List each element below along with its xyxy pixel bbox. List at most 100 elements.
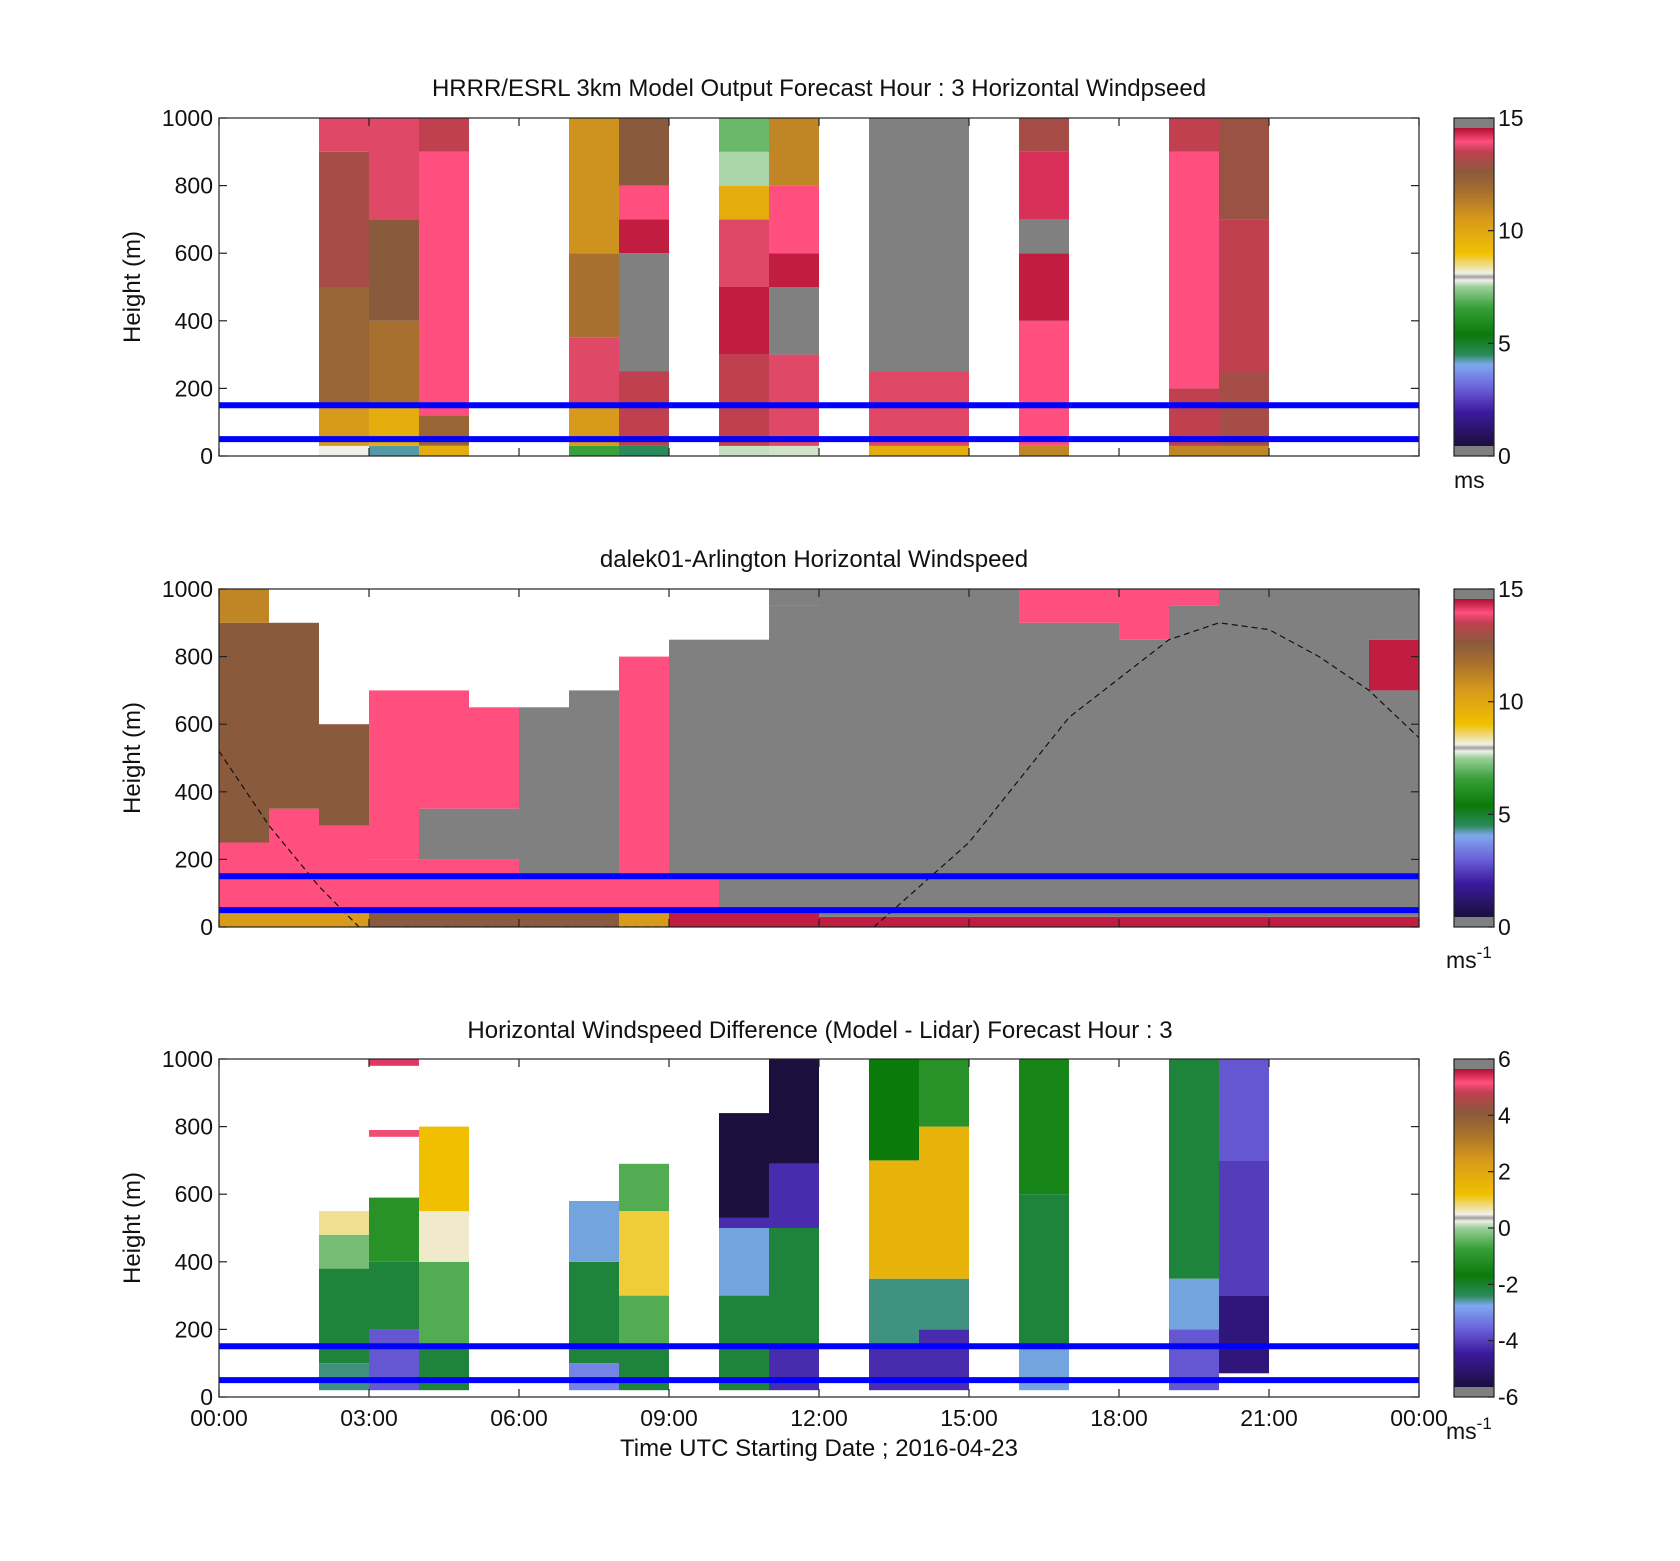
heatmap-cell <box>819 589 869 917</box>
heatmap-cell <box>419 808 469 860</box>
colorbar-tick-label: 4 <box>1498 1102 1511 1128</box>
heatmap-cell <box>569 910 619 927</box>
heatmap-cell <box>769 354 819 446</box>
heatmap-cell <box>619 371 669 446</box>
heatmap-cell <box>1369 916 1419 927</box>
heatmap-cell <box>219 622 269 843</box>
heatmap-cell <box>1219 1295 1269 1374</box>
heatmap-cell <box>319 825 369 911</box>
x-tick-label: 15:00 <box>940 1405 998 1431</box>
y-tick-label: 0 <box>200 914 213 940</box>
colorbar-tick-label: 5 <box>1498 801 1511 827</box>
heatmap-cell <box>1019 118 1069 152</box>
y-tick-label: 1000 <box>162 1046 213 1072</box>
colorbar-unit: ms <box>1454 467 1485 493</box>
y-axis-label: Height (m) <box>119 231 146 343</box>
heatmap-cell <box>469 910 519 927</box>
heatmap-cell <box>869 445 969 456</box>
heatmap-cell <box>1369 639 1419 691</box>
heatmap-cell <box>719 1217 769 1228</box>
heatmap-cell <box>269 622 319 809</box>
heatmap-cell <box>1169 605 1219 917</box>
difference-panel: Horizontal Windspeed Difference (Model -… <box>119 1017 1519 1462</box>
colorbar-tick-label: 10 <box>1498 218 1524 244</box>
colorbar <box>1453 1058 1495 1398</box>
colorbar-tick-label: 2 <box>1498 1159 1511 1185</box>
heatmap-cell <box>1369 589 1419 640</box>
heatmap-cell <box>469 859 519 911</box>
model-windspeed-panel: HRRR/ESRL 3km Model Output Forecast Hour… <box>119 75 1524 493</box>
x-tick-label: 09:00 <box>640 1405 698 1431</box>
heatmap-cell <box>919 1126 969 1279</box>
y-tick-label: 600 <box>175 711 213 737</box>
heatmap-cell <box>419 445 469 456</box>
heatmap-cell <box>1119 916 1169 927</box>
heatmap-cell <box>419 151 469 416</box>
colorbar-tick-label: 0 <box>1498 914 1511 940</box>
heatmap-cell <box>769 287 819 355</box>
heatmap-cell <box>919 1278 969 1330</box>
heatmap-cell <box>569 445 619 456</box>
colorbar <box>1453 588 1495 928</box>
heatmap-cell <box>769 910 819 927</box>
y-tick-label: 600 <box>175 240 213 266</box>
colorbar-tick-label: 0 <box>1498 443 1511 469</box>
heatmap-cell <box>369 445 419 456</box>
heatmap-cell <box>619 1211 669 1296</box>
heatmap-cell <box>369 118 419 220</box>
colorbar-tick-label: 0 <box>1498 1215 1511 1241</box>
heatmap-cell <box>719 639 769 911</box>
colorbar-unit: ms-1 <box>1446 1414 1492 1444</box>
heatmap-cell <box>1019 320 1069 446</box>
heatmap-cell <box>619 1163 669 1212</box>
panel-title: Horizontal Windspeed Difference (Model -… <box>467 1017 1172 1044</box>
heatmap-cell <box>619 876 669 911</box>
heatmap-cell <box>1169 1278 1219 1330</box>
heatmap-cell <box>319 287 369 406</box>
heatmap-cell <box>919 1059 969 1127</box>
x-tick-label: 21:00 <box>1240 1405 1298 1431</box>
heatmap-cell <box>269 808 319 911</box>
y-tick-label: 800 <box>175 1114 213 1140</box>
x-tick-labels: 00:00 03:00 06:00 09:00 12:00 15:00 18:00 21:00… <box>190 1405 1448 1431</box>
x-tick-label: 18:00 <box>1090 1405 1148 1431</box>
heatmap-cell <box>419 859 469 911</box>
heatmap-cell <box>319 1234 369 1269</box>
y-tick-label: 400 <box>175 1249 213 1275</box>
heatmap-cell <box>319 910 369 927</box>
heatmap-cell <box>1169 916 1219 927</box>
heatmap-cell <box>769 118 819 186</box>
heatmap-cell <box>619 219 669 254</box>
y-tick-label: 400 <box>175 308 213 334</box>
heatmap-cell <box>619 118 669 186</box>
heatmap-cell <box>219 910 269 927</box>
heatmap-cell <box>1169 589 1219 606</box>
heatmap-cell <box>719 219 769 287</box>
heatmap-cell <box>969 589 1019 917</box>
y-tick-label: 0 <box>200 1384 213 1410</box>
heatmap-cell <box>419 1211 469 1262</box>
heatmap-cell <box>319 1363 369 1391</box>
colorbar-ticks: 0 5 10 15 <box>1488 576 1524 940</box>
colorbar-tick-label: 5 <box>1498 330 1511 356</box>
heatmap-cell <box>719 910 769 927</box>
heatmap-cell <box>869 1346 919 1391</box>
heatmap-cell <box>869 1278 919 1347</box>
heatmap-cell <box>1219 371 1269 446</box>
heatmap-cell <box>369 1059 419 1066</box>
heatmap-cell <box>619 253 669 372</box>
heatmap-cell <box>1019 589 1069 623</box>
colorbar-ticks: 0 5 10 15 <box>1488 105 1524 469</box>
heatmap-cells <box>219 589 1419 927</box>
y-tick-label: 1000 <box>162 105 213 131</box>
heatmap-cell <box>369 910 419 927</box>
colorbar-unit: ms-1 <box>1446 943 1492 973</box>
heatmap-cell <box>1169 1059 1219 1279</box>
heatmap-cell <box>769 1346 819 1391</box>
panel-title: dalek01-Arlington Horizontal Windspeed <box>600 546 1028 573</box>
heatmap-cell <box>769 1163 819 1228</box>
heatmap-cell <box>1119 589 1169 640</box>
heatmap-cell <box>369 1130 419 1137</box>
heatmap-cell <box>869 1059 919 1161</box>
heatmap-cell <box>619 910 669 927</box>
